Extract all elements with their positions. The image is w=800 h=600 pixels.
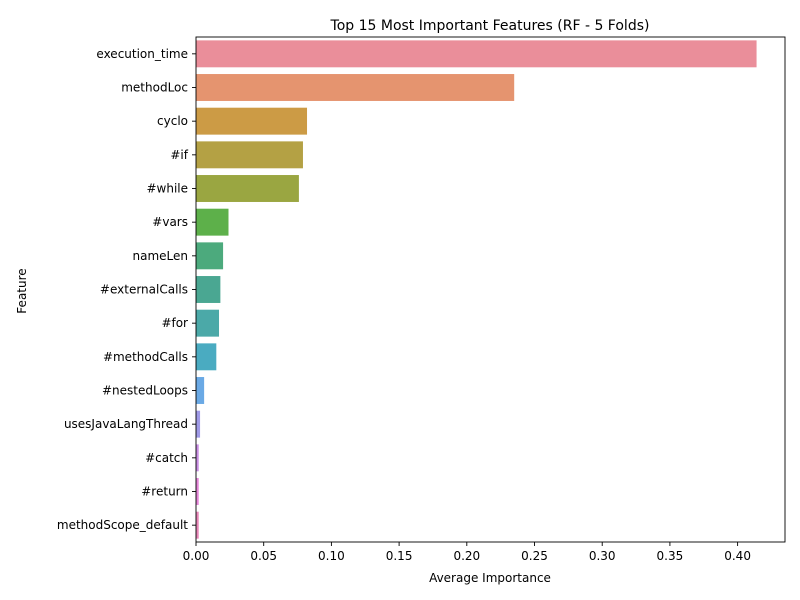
y-tick-label: #methodCalls [103, 350, 188, 364]
y-tick-label: #catch [145, 451, 188, 465]
bar-methodCalls [196, 343, 217, 371]
y-axis-ticks: execution_time methodLoc cyclo #if #while #va… [57, 47, 196, 532]
bar-nameLen [196, 242, 224, 270]
x-tick-label: 0.20 [453, 549, 480, 563]
y-tick-label: #if [170, 148, 188, 162]
x-axis-ticks: 0.00 0.05 0.10 0.15 0.20 0.25 0.30 0.35 0.40 [183, 542, 751, 563]
x-tick-label: 0.30 [589, 549, 616, 563]
bar-vars [196, 208, 229, 236]
y-tick-label: methodLoc [121, 81, 188, 95]
bar-if [196, 141, 303, 169]
x-tick-label: 0.15 [386, 549, 413, 563]
bar-externalCalls [196, 276, 221, 303]
y-tick-label: #nestedLoops [102, 384, 188, 398]
chart-title: Top 15 Most Important Features (RF - 5 F… [330, 18, 650, 34]
y-tick-label: execution_time [96, 47, 188, 61]
x-tick-label: 0.25 [521, 549, 548, 563]
bar-methodLoc [196, 74, 515, 101]
bar-while [196, 175, 299, 202]
x-tick-label: 0.35 [657, 549, 684, 563]
bar-cyclo [196, 107, 308, 135]
x-tick-label: 0.10 [318, 549, 345, 563]
y-tick-label: #vars [152, 215, 188, 229]
y-tick-label: #for [161, 316, 188, 330]
x-tick-label: 0.00 [183, 549, 210, 563]
bar-usesJavaLangThread [196, 410, 201, 438]
plot-frame [195, 36, 786, 543]
bar-for [196, 309, 220, 337]
y-tick-label: methodScope_default [57, 518, 188, 532]
y-axis-label: Feature [15, 268, 29, 313]
bar-return [196, 478, 199, 505]
y-tick-label: #while [146, 182, 188, 196]
bar-catch [196, 444, 199, 472]
bars-group [196, 40, 757, 539]
x-tick-label: 0.40 [724, 549, 751, 563]
y-tick-label: cyclo [157, 114, 188, 128]
y-tick-label: #return [141, 485, 188, 499]
bar-execution_time [196, 40, 757, 68]
y-tick-label: nameLen [133, 249, 189, 263]
y-tick-label: usesJavaLangThread [64, 417, 188, 431]
bar-methodScope_default [196, 511, 199, 539]
y-tick-label: #externalCalls [100, 283, 188, 297]
x-tick-label: 0.05 [250, 549, 277, 563]
bar-nestedLoops [196, 377, 205, 404]
x-axis-label: Average Importance [429, 571, 551, 585]
